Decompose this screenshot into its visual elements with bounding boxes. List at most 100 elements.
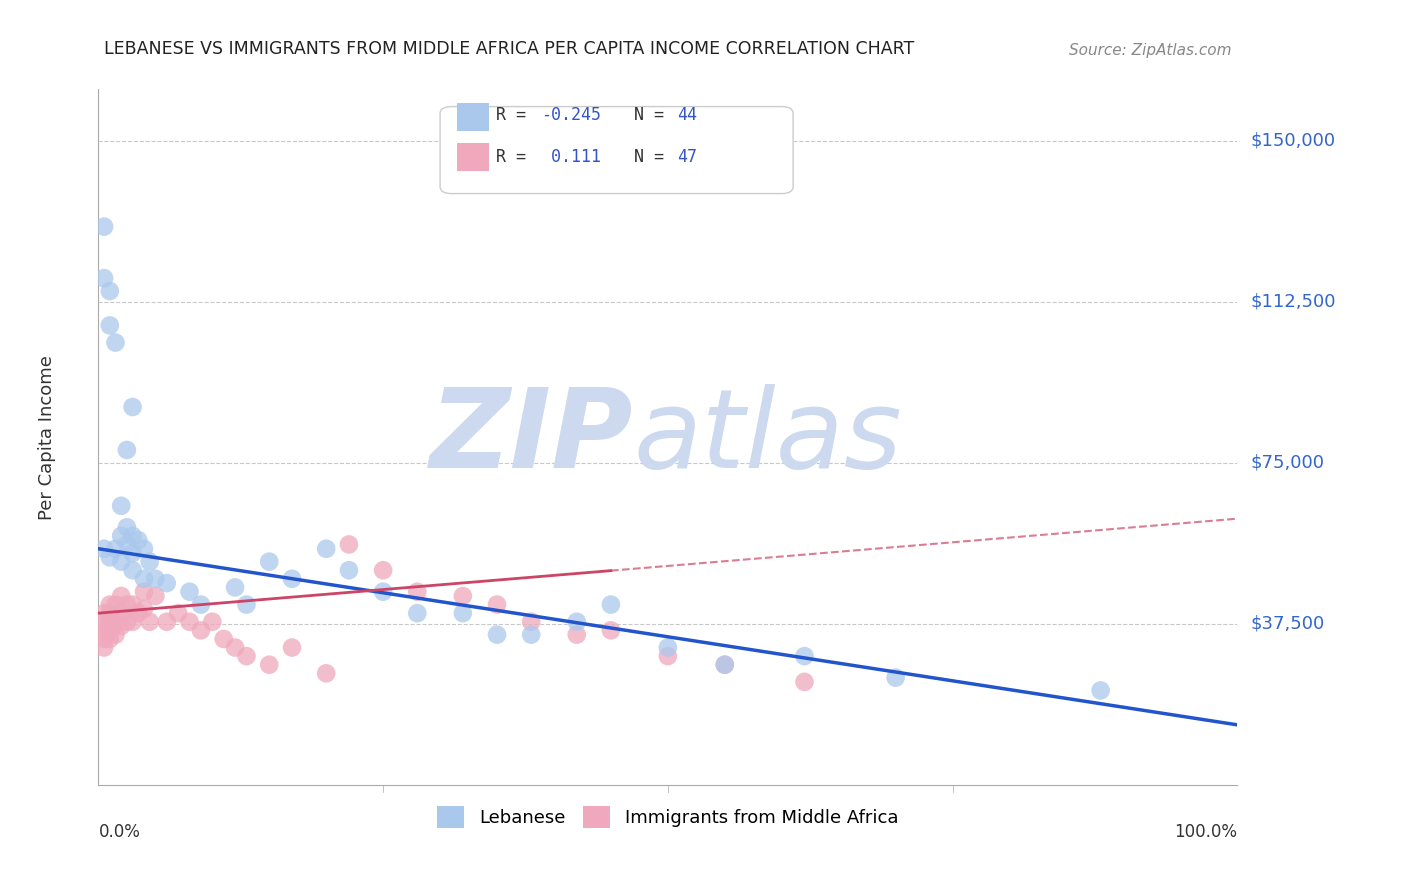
Point — [520, 627, 543, 641]
Point — [121, 529, 143, 543]
Point — [110, 619, 132, 633]
Point — [104, 627, 127, 641]
Text: R =: R = — [496, 148, 536, 166]
Point — [600, 598, 623, 612]
Point — [714, 657, 737, 672]
Point — [235, 598, 257, 612]
Point — [145, 572, 167, 586]
Point — [110, 499, 132, 513]
Point — [167, 606, 190, 620]
Text: ZIP: ZIP — [430, 384, 634, 491]
Point — [406, 606, 429, 620]
Point — [190, 598, 212, 612]
Point — [486, 598, 509, 612]
Point — [190, 624, 212, 638]
Point — [657, 649, 679, 664]
Point — [281, 640, 304, 655]
Point — [115, 537, 138, 551]
Point — [235, 649, 257, 664]
Point — [121, 598, 143, 612]
Point — [520, 615, 543, 629]
Point — [121, 563, 143, 577]
Point — [127, 606, 149, 620]
Point — [98, 606, 121, 620]
Point — [565, 627, 588, 641]
Text: LEBANESE VS IMMIGRANTS FROM MIDDLE AFRICA PER CAPITA INCOME CORRELATION CHART: LEBANESE VS IMMIGRANTS FROM MIDDLE AFRIC… — [104, 40, 914, 58]
FancyBboxPatch shape — [440, 106, 793, 194]
Point — [259, 555, 281, 569]
Point — [110, 555, 132, 569]
Point — [132, 584, 155, 599]
Point — [121, 615, 143, 629]
Point — [121, 546, 143, 560]
FancyBboxPatch shape — [457, 143, 489, 170]
Text: R =: R = — [496, 106, 536, 124]
Point — [337, 537, 360, 551]
Point — [138, 555, 160, 569]
Point — [93, 640, 115, 655]
Point — [93, 615, 115, 629]
Point — [132, 602, 155, 616]
Point — [115, 442, 138, 457]
Point — [486, 627, 509, 641]
Text: 47: 47 — [676, 148, 697, 166]
Point — [138, 615, 160, 629]
Text: $75,000: $75,000 — [1251, 454, 1324, 472]
Legend: Lebanese, Immigrants from Middle Africa: Lebanese, Immigrants from Middle Africa — [430, 798, 905, 835]
Point — [884, 671, 907, 685]
Point — [93, 219, 115, 234]
Point — [98, 318, 121, 333]
Point — [132, 541, 155, 556]
Point — [337, 563, 360, 577]
Point — [132, 572, 155, 586]
Point — [127, 533, 149, 548]
Text: $37,500: $37,500 — [1251, 615, 1326, 633]
Point — [115, 615, 138, 629]
Point — [714, 657, 737, 672]
Point — [371, 584, 394, 599]
Text: Source: ZipAtlas.com: Source: ZipAtlas.com — [1069, 43, 1232, 58]
Point — [793, 674, 815, 689]
Text: 0.111: 0.111 — [541, 148, 602, 166]
Point — [98, 284, 121, 298]
Point — [600, 624, 623, 638]
Point — [565, 615, 588, 629]
Point — [115, 520, 138, 534]
Point — [93, 271, 115, 285]
Text: 0.0%: 0.0% — [98, 823, 141, 841]
Point — [201, 615, 224, 629]
Point — [104, 598, 127, 612]
Text: $112,500: $112,500 — [1251, 293, 1337, 310]
Point — [657, 640, 679, 655]
Point — [98, 598, 121, 612]
Point — [98, 550, 121, 565]
Point — [315, 541, 337, 556]
Point — [121, 400, 143, 414]
Point — [93, 624, 115, 638]
FancyBboxPatch shape — [457, 103, 489, 131]
Point — [156, 576, 179, 591]
Point — [145, 589, 167, 603]
Point — [110, 606, 132, 620]
Point — [179, 615, 201, 629]
Point — [1090, 683, 1112, 698]
Point — [451, 589, 474, 603]
Point — [224, 640, 246, 655]
Text: atlas: atlas — [634, 384, 903, 491]
Text: 100.0%: 100.0% — [1174, 823, 1237, 841]
Point — [179, 584, 201, 599]
Point — [93, 541, 115, 556]
Text: -0.245: -0.245 — [541, 106, 602, 124]
Point — [212, 632, 235, 646]
Point — [93, 632, 115, 646]
Text: Per Capita Income: Per Capita Income — [38, 355, 56, 519]
Point — [451, 606, 474, 620]
Point — [104, 615, 127, 629]
Point — [156, 615, 179, 629]
Point — [793, 649, 815, 664]
Point — [98, 632, 121, 646]
Text: N =: N = — [634, 106, 673, 124]
Point — [93, 606, 115, 620]
Point — [259, 657, 281, 672]
Text: $150,000: $150,000 — [1251, 132, 1336, 150]
